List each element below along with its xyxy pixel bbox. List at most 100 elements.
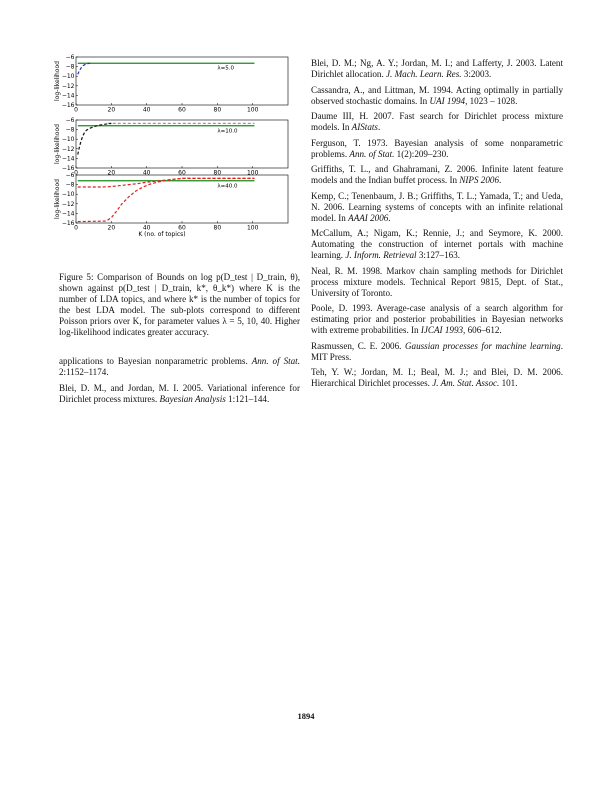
- x-tick-label: 80: [214, 170, 222, 177]
- y-tick-label: −16: [62, 102, 75, 109]
- y-tick-label: −14: [62, 92, 75, 99]
- axes-frame: [75, 174, 289, 224]
- x-tick-label: 20: [108, 225, 116, 232]
- reference-text: McCallum, A.; Nigam, K.; Rennie, J.; and…: [311, 228, 563, 260]
- x-tick-label: 0: [74, 225, 78, 232]
- y-tick-label: −12: [62, 146, 75, 153]
- reference: Daume III, H. 2007. Fast search for Diri…: [311, 111, 563, 133]
- y-tick-label: −6: [66, 54, 75, 61]
- subplot-1: 0 20 40 60 80 100 −6 −8 −10 −12 −14 −16log-likeliho…: [54, 54, 289, 114]
- reference-venue: J. Inform. Retrieval: [345, 250, 417, 260]
- x-tick-label: 20: [108, 170, 116, 177]
- reference-text: Daume III, H. 2007. Fast search for Diri…: [311, 111, 563, 132]
- reference-tail: .: [499, 175, 502, 185]
- reference: Cassandra, A., and Littman, M. 1994. Act…: [311, 85, 563, 107]
- reference-tail: .: [388, 212, 391, 223]
- y-tick-label: −8: [66, 127, 75, 134]
- x-tick-label: 80: [214, 107, 222, 114]
- reference: McCallum, A.; Nigam, K.; Rennie, J.; and…: [311, 228, 563, 261]
- reference-text: Kemp, C.; Tenenbaum, J. B.; Griffiths, T…: [311, 190, 563, 223]
- y-tick-label: −8: [66, 64, 75, 71]
- x-tick-label: 100: [247, 170, 259, 177]
- y-tick-label: −6: [66, 117, 75, 124]
- x-tick-label: 100: [247, 225, 259, 232]
- lambda-annotation: λ=10.0: [217, 128, 238, 134]
- x-tick-label: 0: [74, 170, 78, 177]
- x-tick-label: 60: [178, 170, 186, 177]
- y-tick-label: −10: [62, 73, 75, 80]
- series-line-3: [77, 122, 112, 155]
- series-line-2: [77, 62, 91, 75]
- subplot-2: 0 20 40 60 80 100 −6 −8 −10 −12 −14 −16log-likeliho…: [54, 117, 289, 177]
- reference-text: Blei, D. M.; Ng, A. Y.; Jordan, M. I.; a…: [311, 58, 563, 79]
- y-tick-label: −16: [62, 165, 75, 172]
- x-tick-label: 40: [143, 107, 151, 114]
- y-tick-label: −14: [62, 155, 75, 162]
- y-axis-label: log-likelihood: [54, 61, 61, 101]
- reference: applications to Bayesian nonparametric p…: [59, 356, 300, 378]
- y-tick-label: −8: [66, 182, 75, 189]
- y-tick-label: −6: [66, 172, 75, 179]
- reference-venue: AAAI 2006: [348, 212, 389, 223]
- x-axis-label: K (no. of topics): [138, 231, 185, 238]
- subplot-3: 0 20 40 60 80 100 −6 −8 −10 −12 −14 −16log-likeliho…: [54, 172, 289, 238]
- y-tick-label: −16: [62, 220, 75, 227]
- lambda-annotation: λ=40.0: [217, 183, 238, 189]
- y-tick-label: −10: [62, 136, 75, 143]
- reference-text: Griffiths, T. L., and Ghahramani, Z. 200…: [311, 164, 563, 185]
- reference: Rasmussen, C. E. 2006. Gaussian processe…: [311, 341, 563, 363]
- reference: Teh, Y. W.; Jordan, M. I.; Beal, M. J.; …: [311, 367, 563, 389]
- y-tick-label: −12: [62, 201, 75, 208]
- reference-tail: . MIT Press.: [311, 340, 563, 362]
- y-axis-label: log-likelihood: [54, 124, 61, 164]
- reference-text: Neal, R. M. 1998. Markov chain sampling …: [311, 265, 563, 298]
- x-tick-label: 60: [178, 107, 186, 114]
- lambda-annotation: λ=5.0: [217, 65, 234, 71]
- reference: Ferguson, T. 1973. Bayesian analysis of …: [311, 138, 563, 160]
- reference-text: Ferguson, T. 1973. Bayesian analysis of …: [311, 137, 563, 159]
- x-tick-label: 40: [143, 225, 151, 232]
- reference: Griffiths, T. L., and Ghahramani, Z. 200…: [311, 164, 563, 186]
- reference-text: applications to Bayesian nonparametric p…: [59, 356, 252, 366]
- reference-venue: IJCAI 1993: [420, 325, 464, 335]
- reference: Blei, D. M., and Jordan, M. I. 2005. Var…: [59, 383, 300, 405]
- axes-frame: [75, 56, 289, 106]
- reference-venue: Ann. of Stat.: [251, 356, 300, 366]
- x-tick-label: 100: [247, 107, 259, 114]
- reference-text: Teh, Y. W.; Jordan, M. I.; Beal, M. J.; …: [311, 367, 563, 388]
- reference-tail: , 1023 – 1028.: [465, 95, 518, 106]
- figure-5: 0 20 40 60 80 100−6−8−10−12−14−16log-likeliho…: [54, 54, 289, 238]
- reference-venue: UAI 1994: [429, 95, 466, 106]
- left-references: applications to Bayesian nonparametric p…: [59, 356, 300, 405]
- reference: Poole, D. 1993. Average-case analysis of…: [311, 303, 563, 336]
- reference-venue: J. Mach. Learn. Res.: [386, 69, 462, 79]
- figure-caption: Figure 5: Comparison of Bounds on log p(…: [59, 272, 300, 337]
- reference-tail: 1:121–144.: [225, 393, 270, 404]
- reference-tail: 3:127–163.: [416, 250, 461, 260]
- reference-tail: 3:2003.: [461, 69, 492, 79]
- reference-tail: 1(2):209–230.: [394, 148, 449, 159]
- reference: Kemp, C.; Tenenbaum, J. B.; Griffiths, T…: [311, 191, 563, 224]
- reference-venue: AIStats: [351, 122, 378, 132]
- reference-text: Cassandra, A., and Littman, M. 1994. Act…: [311, 84, 563, 106]
- right-column: Blei, D. M.; Ng, A. Y.; Jordan, M. I.; a…: [311, 58, 563, 394]
- reference-venue: Gaussian processes for machine learning: [404, 340, 561, 351]
- reference: Blei, D. M.; Ng, A. Y.; Jordan, M. I.; a…: [311, 58, 563, 80]
- reference-text: Rasmussen, C. E. 2006.: [311, 340, 405, 351]
- reference-venue: J. Am. Stat. Assoc.: [432, 378, 500, 388]
- reference: Neal, R. M. 1998. Markov chain sampling …: [311, 266, 563, 299]
- axes-frame: [75, 119, 289, 169]
- x-tick-label: 40: [143, 170, 151, 177]
- y-tick-label: −14: [62, 210, 75, 217]
- y-axis-label: log-likelihood: [54, 179, 61, 219]
- page-number: 1894: [297, 711, 315, 721]
- reference-venue: NIPS 2006: [459, 175, 499, 185]
- reference-venue: Bayesian Analysis: [159, 393, 226, 404]
- y-tick-label: −12: [62, 83, 75, 90]
- y-tick-label: −10: [62, 191, 75, 198]
- reference-venue: Ann. of Stat.: [349, 148, 395, 159]
- x-tick-label: 80: [214, 225, 222, 232]
- reference-text: Blei, D. M., and Jordan, M. I. 2005. Var…: [59, 382, 300, 404]
- left-column: Figure 5: Comparison of Bounds on log p(…: [59, 272, 300, 409]
